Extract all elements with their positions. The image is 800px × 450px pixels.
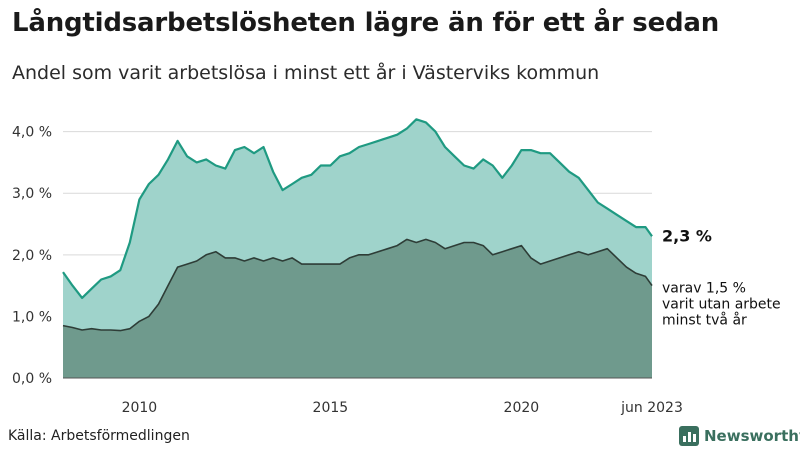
y-tick-label: 3,0 % xyxy=(12,186,52,202)
sub-end-label-line: varit utan arbete xyxy=(662,297,781,313)
total-end-label: 2,3 % xyxy=(662,226,712,245)
sub-line xyxy=(62,238,653,332)
source-note: Källa: Arbetsförmedlingen xyxy=(8,428,190,444)
y-tick-label: 0,0 % xyxy=(12,371,52,387)
bar-chart-icon xyxy=(679,426,699,446)
x-tick-label: 2010 xyxy=(122,400,158,416)
x-tick-label: 2020 xyxy=(504,400,540,416)
chart-subtitle: Andel som varit arbetslösa i minst ett å… xyxy=(12,62,600,84)
y-tick-label: 1,0 % xyxy=(12,309,52,325)
sub-end-label: varav 1,5 % varit utan arbete minst två år xyxy=(662,281,781,329)
x-tick-label: jun 2023 xyxy=(620,400,683,416)
y-tick-label: 4,0 % xyxy=(12,125,52,141)
logo-text: Newsworthy xyxy=(704,427,800,445)
x-tick-label: 2015 xyxy=(313,400,349,416)
sub-area xyxy=(63,239,652,378)
chart-title: Långtidsarbetslösheten lägre än för ett … xyxy=(12,8,720,38)
sub-end-label-line: varav 1,5 % xyxy=(662,281,746,297)
y-tick-label: 2,0 % xyxy=(12,248,52,264)
sub-end-label-line: minst två år xyxy=(662,312,747,329)
y-tick-labels: 0,0 % 1,0 % 2,0 % 3,0 % 4,0 % xyxy=(12,125,52,387)
newsworthy-logo: Newsworthy xyxy=(679,426,800,446)
total-line xyxy=(62,118,653,299)
x-tick-labels: 2010 2015 2020 jun 2023 xyxy=(122,400,683,416)
